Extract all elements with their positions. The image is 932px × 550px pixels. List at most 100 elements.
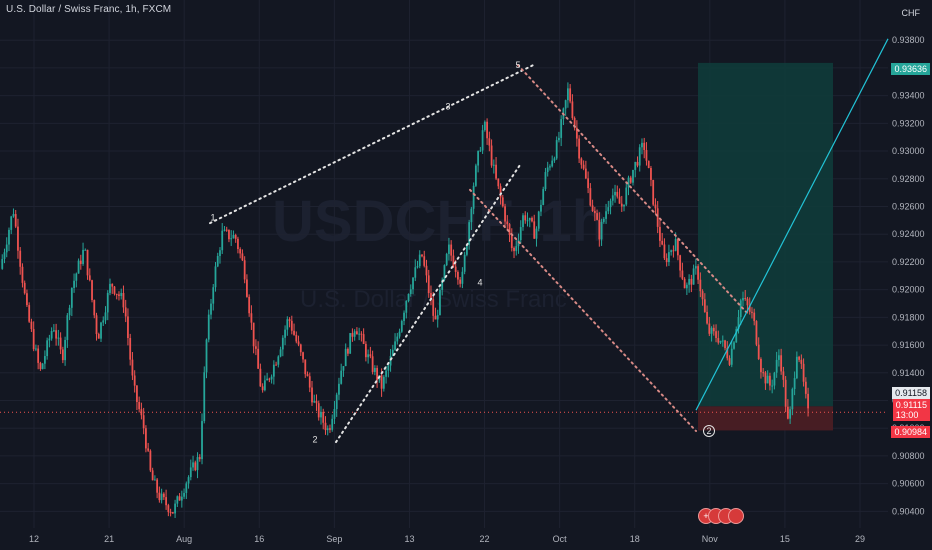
candle-body <box>102 320 105 323</box>
candle-body <box>176 496 179 504</box>
candle-body <box>198 457 201 460</box>
candle-body <box>412 277 414 290</box>
candle-body <box>506 221 509 225</box>
candle-body <box>122 293 125 308</box>
candle-body <box>293 330 295 335</box>
candle-body <box>497 178 500 187</box>
candle-body <box>537 211 540 229</box>
candle-body <box>340 370 343 384</box>
candle-body <box>84 249 87 251</box>
candle-body <box>268 378 271 380</box>
x-tick-label: Sep <box>326 534 342 544</box>
candle-body <box>158 492 161 501</box>
candle-body <box>589 188 592 206</box>
candle-body <box>654 204 657 209</box>
candle-body <box>230 238 233 240</box>
candle-body <box>712 327 715 332</box>
candle-body <box>189 467 192 478</box>
candle-body <box>138 402 141 410</box>
candle-body <box>228 229 230 240</box>
candle-body <box>627 177 630 188</box>
drawing-tools[interactable]: + <box>698 508 744 524</box>
candle-body <box>735 329 738 343</box>
candle-body <box>560 119 563 138</box>
currency-label: CHF <box>901 8 921 18</box>
candle-body <box>524 215 527 221</box>
candle-body <box>320 411 322 418</box>
candle-body <box>75 273 78 281</box>
candle-body <box>162 493 165 498</box>
candle-body <box>39 362 42 370</box>
candle-body <box>324 422 327 431</box>
candle-body <box>477 151 480 166</box>
candle-body <box>703 299 706 312</box>
candle-body <box>596 213 598 220</box>
candle-body <box>573 118 576 128</box>
candle-body <box>212 287 215 304</box>
candle-body <box>533 221 536 239</box>
candle-body <box>241 253 244 261</box>
candle-body <box>798 356 801 360</box>
y-tick-label: 0.92200 <box>892 257 925 267</box>
candle-body <box>329 428 331 430</box>
candle-body <box>55 330 58 339</box>
candle-body <box>234 235 237 239</box>
candle-body <box>551 160 554 167</box>
candle-body <box>495 164 497 179</box>
candle-body <box>593 210 596 214</box>
candle-body <box>207 314 210 340</box>
candle-body <box>519 227 522 241</box>
candle-body <box>286 319 289 330</box>
candle-body <box>46 340 49 357</box>
candle-body <box>791 389 794 410</box>
candle-body <box>21 266 24 283</box>
candle-body <box>279 349 282 357</box>
candle-body <box>699 279 702 292</box>
candle-body <box>82 249 84 264</box>
x-tick-label: 18 <box>630 534 640 544</box>
candle-body <box>762 372 765 374</box>
candle-body <box>789 409 792 419</box>
candle-body <box>501 197 504 207</box>
candle-body <box>104 312 107 321</box>
last-close-tag: 0.91158 <box>892 387 930 399</box>
candle-body <box>385 370 387 377</box>
candle-body <box>88 275 91 281</box>
candle-body <box>717 338 720 343</box>
candle-body <box>771 385 774 387</box>
candle-body <box>611 195 614 201</box>
candle-body <box>623 204 625 207</box>
x-tick-label: Nov <box>702 534 719 544</box>
candle-body <box>733 342 735 349</box>
chart-title: U.S. Dollar / Swiss Franc, 1h, FXCM <box>6 4 172 15</box>
candle-body <box>793 378 796 390</box>
candle-body <box>183 492 185 497</box>
candle-body <box>225 229 228 231</box>
candle-body <box>232 235 235 239</box>
candle-body <box>614 191 616 196</box>
circle-icon[interactable] <box>728 508 744 524</box>
candle-body <box>52 330 55 332</box>
candle-body <box>492 164 495 166</box>
candle-body <box>553 158 556 161</box>
x-tick-label: Oct <box>553 534 568 544</box>
y-tick-label: 0.93800 <box>892 35 925 45</box>
candle-body <box>317 403 320 418</box>
candle-body <box>149 450 152 471</box>
candle-body <box>609 200 612 208</box>
candle-body <box>618 196 621 204</box>
candle-body <box>239 249 242 254</box>
candle-body <box>748 305 751 312</box>
candle-body <box>243 260 246 280</box>
stop-zone <box>698 406 833 431</box>
candle-body <box>602 218 605 222</box>
candle-body <box>575 127 578 139</box>
y-tick-label: 0.91800 <box>892 312 925 322</box>
candle-body <box>620 203 623 207</box>
candle-body <box>17 226 19 251</box>
candle-body <box>755 321 758 345</box>
candle-body <box>616 191 619 197</box>
candle-body <box>625 187 628 205</box>
